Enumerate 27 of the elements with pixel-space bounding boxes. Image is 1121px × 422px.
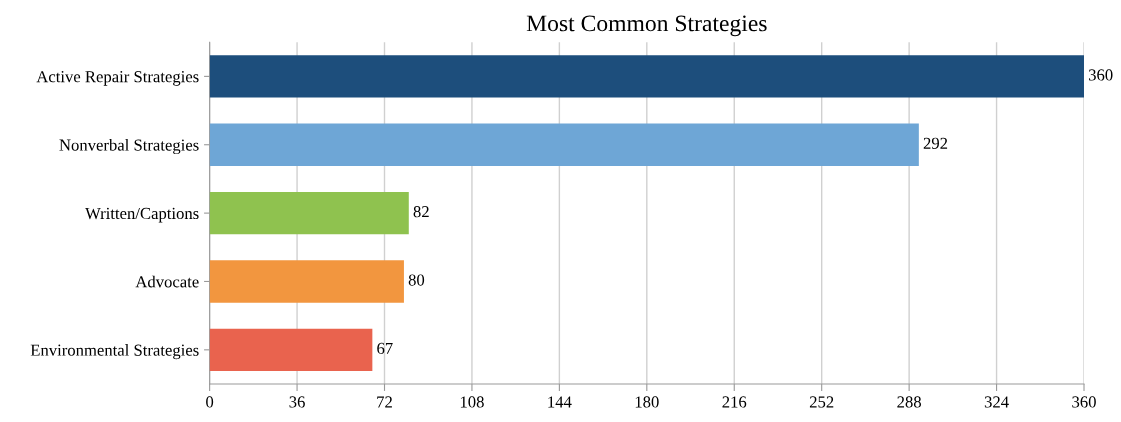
data-label: 360 (1088, 69, 1113, 81)
data-label: 292 (923, 137, 948, 149)
x-tick-label: 180 (635, 396, 659, 408)
bar (209, 191, 409, 235)
x-tick-label: 216 (722, 396, 747, 408)
data-label: 67 (377, 342, 393, 355)
y-tick-label: Active Repair Strategies (36, 71, 199, 86)
bar (209, 328, 373, 372)
bar (209, 55, 1085, 98)
data-label: 82 (413, 206, 429, 218)
x-tick-label: 72 (377, 396, 392, 408)
x-tick-label: 324 (984, 396, 1009, 408)
x-tick-label: 108 (460, 396, 484, 408)
bar (209, 123, 919, 166)
y-tick-label: Advocate (135, 275, 199, 288)
data-label: 80 (408, 274, 425, 286)
y-tick-label: Environmental Strategies (30, 344, 199, 360)
x-tick-label: 0 (206, 396, 214, 408)
bar (209, 260, 404, 303)
x-tick-label: 288 (897, 396, 921, 408)
y-tick-label: Nonverbal Strategies (59, 138, 199, 155)
x-tick-label: 36 (289, 396, 305, 408)
x-tick-label: 252 (809, 396, 834, 408)
x-tick-label: 144 (548, 396, 572, 408)
y-tick-label: Written/Captions (85, 207, 199, 223)
chart-title: Most Common Strategies (526, 15, 767, 37)
x-tick-label: 360 (1072, 396, 1096, 408)
